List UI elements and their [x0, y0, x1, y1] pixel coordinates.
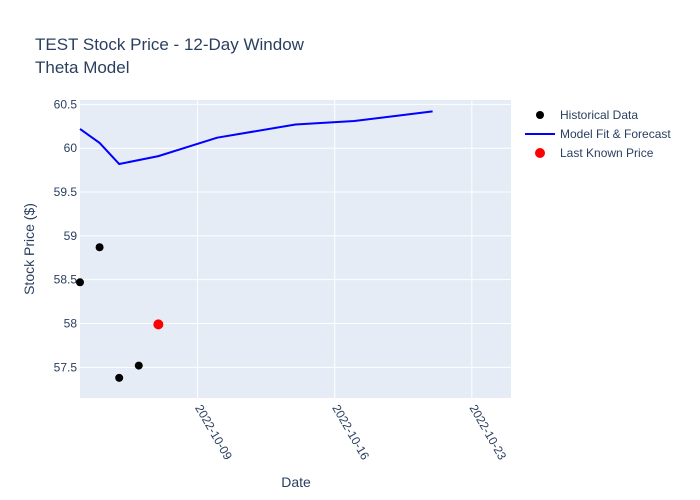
- x-axis-title: Date: [281, 474, 311, 490]
- legend-marker-swatch: [535, 148, 545, 158]
- gridlines: [80, 100, 511, 398]
- legend-item[interactable]: Last Known Price: [535, 146, 654, 160]
- x-tick-label: 2022-10-23: [466, 402, 509, 462]
- y-tick-label: 58: [64, 317, 78, 331]
- y-tick-label: 60.5: [54, 97, 78, 111]
- x-tick-labels: 2022-10-09 2022-10-16 2022-10-23: [192, 402, 509, 462]
- legend[interactable]: Historical Data Model Fit & Forecast Last …: [525, 108, 671, 160]
- data-point: [134, 361, 143, 370]
- chart-title-line-2: Theta Model: [35, 58, 130, 77]
- data-marks: [76, 110, 433, 382]
- legend-label: Model Fit & Forecast: [560, 127, 671, 141]
- y-tick-label: 58.5: [54, 273, 78, 287]
- y-tick-labels: 57.5 58 58.5 59 59.5 60 60.5: [54, 97, 78, 374]
- data-point: [153, 319, 164, 330]
- x-tick-label: 2022-10-09: [192, 402, 235, 462]
- chart-title-line-1: TEST Stock Price - 12-Day Window: [35, 35, 305, 54]
- legend-label: Historical Data: [560, 108, 638, 122]
- x-tick-label: 2022-10-16: [329, 402, 372, 462]
- y-tick-label: 59: [64, 229, 78, 243]
- legend-label: Last Known Price: [560, 146, 654, 160]
- data-point: [95, 243, 104, 252]
- y-tick-label: 59.5: [54, 185, 78, 199]
- series-line-model-fit-forecast: [79, 110, 433, 166]
- legend-marker-swatch: [536, 111, 544, 119]
- y-tick-label: 57.5: [54, 360, 78, 374]
- legend-item[interactable]: Model Fit & Forecast: [525, 127, 671, 141]
- data-point: [76, 278, 84, 287]
- plot-area: [80, 100, 511, 398]
- data-point: [115, 373, 124, 382]
- y-axis-title: Stock Price ($): [21, 203, 37, 295]
- legend-item[interactable]: Historical Data: [536, 108, 638, 122]
- y-tick-label: 60: [64, 141, 78, 155]
